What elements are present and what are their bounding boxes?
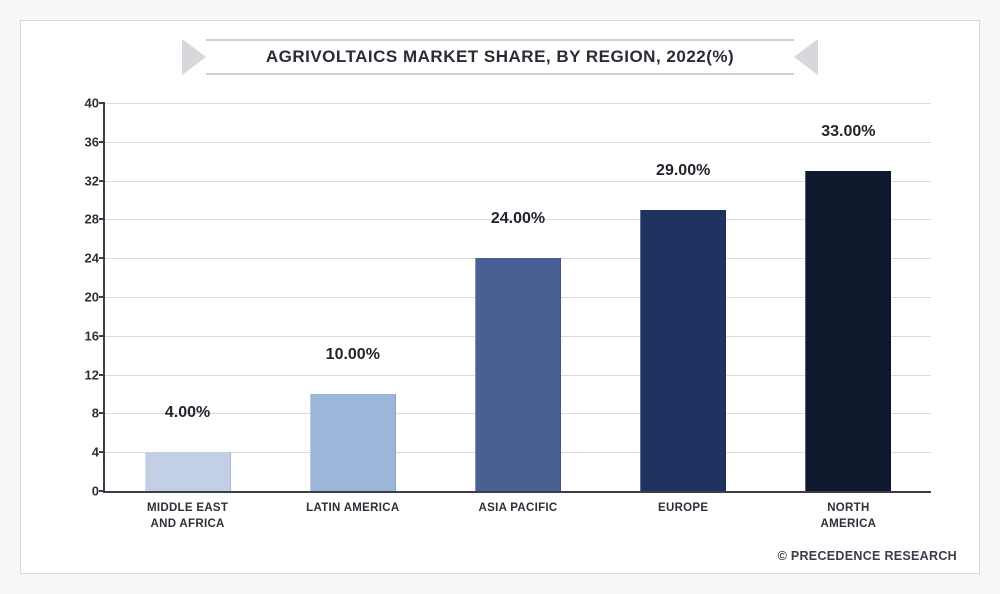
bar-value-label: 10.00% [326,346,380,370]
xtick-label: NORTH AMERICA [807,501,890,532]
attribution-text: © PRECEDENCE RESEARCH [778,549,957,563]
ytick-label: 32 [69,173,99,188]
ytick-mark [99,412,105,414]
ytick-mark [99,490,105,492]
ytick-label: 24 [69,251,99,266]
ytick-label: 28 [69,212,99,227]
plot-area: 04812162024283236404.00%MIDDLE EAST AND … [103,103,931,493]
ytick-label: 36 [69,134,99,149]
bar-value-label: 29.00% [656,162,710,186]
ytick-mark [99,218,105,220]
ytick-label: 40 [69,96,99,111]
bar [805,171,891,491]
chart-area: 0 4 8 12 16 20 24 28 32 36 40 4.00% MIDDLE EAST AND … [59,89,941,551]
ytick-mark [99,451,105,453]
ytick-mark [99,374,105,376]
xtick-label: EUROPE [658,501,708,517]
chart-frame: AGRIVOLTAICS MARKET SHARE, BY REGION, 20… [20,20,980,574]
bar [310,394,396,491]
ytick-label: 16 [69,328,99,343]
xtick-label: MIDDLE EAST AND AFRICA [147,501,228,532]
ytick-mark [99,296,105,298]
bar [145,452,231,491]
ytick-label: 4 [69,445,99,460]
bar-value-label: 24.00% [491,210,545,234]
ytick-mark [99,102,105,104]
xtick-label: ASIA PACIFIC [479,501,558,517]
ytick-mark [99,257,105,259]
ytick-label: 12 [69,367,99,382]
ytick-mark [99,335,105,337]
ytick-label: 20 [69,290,99,305]
xtick-label: LATIN AMERICA [306,501,399,517]
ytick-mark [99,141,105,143]
ytick-label: 0 [69,484,99,499]
bar-value-label: 4.00% [165,404,210,428]
gridline [105,142,931,143]
bar [475,258,561,491]
title-ribbon: AGRIVOLTAICS MARKET SHARE, BY REGION, 20… [206,39,794,75]
bar-value-label: 33.00% [821,123,875,147]
gridline [105,103,931,104]
bar [640,210,726,491]
chart-title: AGRIVOLTAICS MARKET SHARE, BY REGION, 20… [266,47,734,67]
ytick-mark [99,180,105,182]
ytick-label: 8 [69,406,99,421]
